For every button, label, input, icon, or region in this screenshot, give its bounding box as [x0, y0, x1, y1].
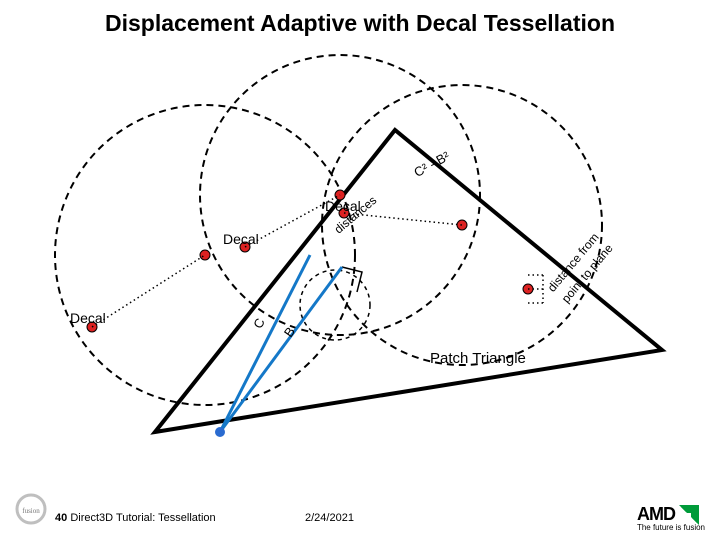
- fusion-logo: fusion: [15, 493, 47, 530]
- label-patch-triangle: Patch Triangle: [430, 350, 526, 367]
- amd-wordmark: AMD: [637, 504, 675, 525]
- label-decal-2: Decal: [223, 231, 259, 247]
- label-decal-1: Decal: [70, 310, 106, 326]
- amd-logo-block: AMD The future is fusion: [637, 504, 705, 532]
- apex-point: [215, 427, 225, 437]
- conn-1: [92, 255, 205, 327]
- line-c: [220, 255, 310, 432]
- footer-date: 2/24/2021: [305, 512, 354, 524]
- diagram-svg: [0, 0, 720, 540]
- line-b: [220, 267, 342, 432]
- amd-arrow-icon: [679, 505, 699, 525]
- footer-page-number: 40: [55, 512, 67, 524]
- svg-text:fusion: fusion: [22, 507, 40, 515]
- footer-note: Direct3D Tutorial: Tessellation: [70, 512, 215, 524]
- footer-pagenote: 40 Direct3D Tutorial: Tessellation: [55, 512, 216, 524]
- slide-footer: fusion 40 Direct3D Tutorial: Tessellatio…: [0, 502, 720, 532]
